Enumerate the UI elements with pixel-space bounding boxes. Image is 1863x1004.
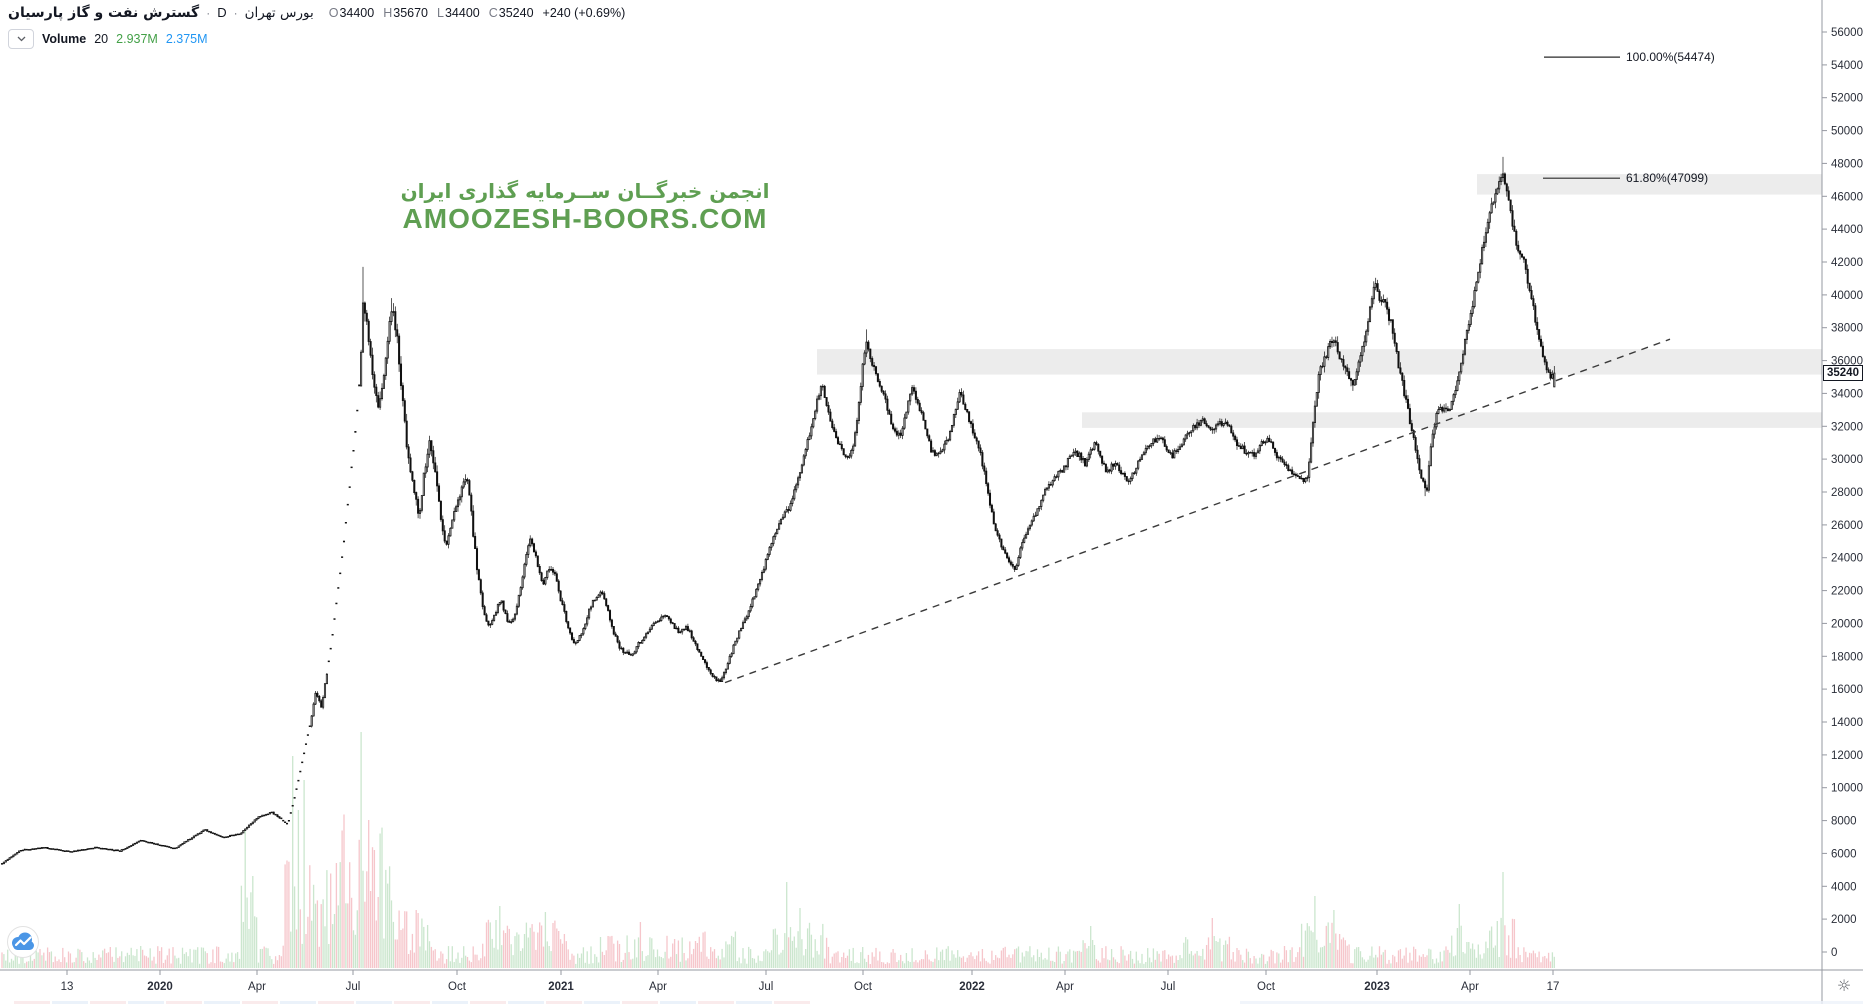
trendline-drawing[interactable] (724, 338, 1671, 684)
volume-legend-row[interactable]: Volume 20 2.937M 2.375M (8, 29, 625, 49)
low-value: 34400 (444, 6, 480, 20)
svg-text:Oct: Oct (854, 981, 873, 993)
svg-text:40000: 40000 (1831, 290, 1863, 302)
svg-text:2023: 2023 (1364, 981, 1390, 993)
volume-bars (1, 732, 1555, 968)
volume-current-value: 2.937M (116, 32, 158, 46)
high-value: 35670 (393, 6, 429, 20)
volume-ma-value: 2.375M (165, 32, 208, 46)
last-price-label: 35240 (1823, 365, 1863, 381)
svg-text:8000: 8000 (1831, 816, 1857, 828)
svg-text:54000: 54000 (1831, 60, 1863, 72)
svg-text:50000: 50000 (1831, 126, 1863, 138)
ohlc-readout: O 34400 H 35670 L 34400 C 35240 +240 (+0.69%… (329, 5, 626, 21)
symbol-name[interactable]: گسترش نفت و گاز پارسیان (8, 5, 200, 21)
svg-text:Apr: Apr (1461, 981, 1479, 993)
svg-text:2020: 2020 (147, 981, 173, 993)
separator: · (233, 6, 238, 20)
axis-settings-icon[interactable]: ☼ (1836, 976, 1852, 995)
svg-text:2022: 2022 (959, 981, 985, 993)
open-label: O (328, 6, 339, 20)
svg-text:2021: 2021 (548, 981, 574, 993)
svg-text:6000: 6000 (1831, 848, 1857, 860)
svg-text:38000: 38000 (1831, 323, 1863, 335)
svg-text:44000: 44000 (1831, 224, 1863, 236)
svg-text:18000: 18000 (1831, 651, 1863, 663)
svg-text:56000: 56000 (1831, 27, 1863, 39)
cloud-chart-icon (12, 932, 34, 950)
bottom-strip (0, 1001, 1863, 1004)
low-label: L (437, 6, 444, 20)
svg-text:13: 13 (61, 981, 74, 993)
svg-text:28000: 28000 (1831, 487, 1863, 499)
open-value: 34400 (339, 6, 375, 20)
timeframe-label[interactable]: D (217, 5, 227, 20)
svg-text:34000: 34000 (1831, 388, 1863, 400)
svg-text:61.80%(47099): 61.80%(47099) (1626, 171, 1708, 185)
svg-text:42000: 42000 (1831, 257, 1863, 269)
svg-text:Jul: Jul (759, 981, 774, 993)
close-value: 35240 (498, 6, 534, 20)
svg-text:Apr: Apr (1056, 981, 1074, 993)
svg-text:46000: 46000 (1831, 191, 1863, 203)
svg-text:14000: 14000 (1831, 717, 1863, 729)
symbol-legend-row[interactable]: گسترش نفت و گاز پارسیان · D · بورس تهران… (8, 5, 625, 21)
high-label: H (383, 6, 393, 20)
svg-text:48000: 48000 (1831, 158, 1863, 170)
svg-text:Jul: Jul (346, 981, 361, 993)
separator: · (206, 6, 211, 20)
svg-text:2000: 2000 (1831, 914, 1857, 926)
svg-text:4000: 4000 (1831, 881, 1857, 893)
fib-retracement-drawing[interactable]: 100.00%(54474) 61.80%(47099) (1543, 50, 1715, 185)
chevron-down-icon (17, 36, 25, 42)
support-resistance-zones[interactable] (817, 174, 1822, 428)
svg-text:52000: 52000 (1831, 93, 1863, 105)
svg-text:12000: 12000 (1831, 750, 1863, 762)
svg-text:Oct: Oct (1257, 981, 1276, 993)
svg-text:24000: 24000 (1831, 553, 1863, 565)
svg-text:36000: 36000 (1831, 356, 1863, 368)
legend-panel: گسترش نفت و گاز پارسیان · D · بورس تهران… (8, 5, 625, 49)
indicator-collapse-button[interactable] (8, 29, 34, 49)
svg-text:10000: 10000 (1831, 783, 1863, 795)
svg-text:30000: 30000 (1831, 454, 1863, 466)
svg-text:20000: 20000 (1831, 618, 1863, 630)
svg-text:17: 17 (1547, 981, 1560, 993)
watermark-line-fa: انجمن خبرگــان ســرمایه گذاری ایران (400, 179, 770, 203)
svg-text:22000: 22000 (1831, 586, 1863, 598)
watermark: انجمن خبرگــان ســرمایه گذاری ایران AMOO… (393, 178, 777, 234)
svg-text:100.00%(54474): 100.00%(54474) (1626, 50, 1715, 64)
svg-text:Jul: Jul (1161, 981, 1176, 993)
change-value: +240 (+0.69%) (542, 6, 626, 20)
close-label: C (488, 6, 498, 20)
svg-text:Oct: Oct (448, 981, 467, 993)
svg-text:16000: 16000 (1831, 684, 1863, 696)
svg-text:Apr: Apr (649, 981, 667, 993)
svg-text:32000: 32000 (1831, 421, 1863, 433)
candlesticks (0, 156, 1556, 865)
svg-text:0: 0 (1831, 947, 1837, 959)
broker-logo[interactable] (5, 924, 41, 965)
svg-text:Apr: Apr (248, 981, 266, 993)
watermark-line-en: AMOOZESH-BOORS.COM (402, 203, 768, 234)
volume-indicator-label: Volume (42, 32, 87, 46)
volume-ma-period: 20 (94, 32, 109, 46)
svg-text:26000: 26000 (1831, 520, 1863, 532)
exchange-name: بورس تهران (244, 5, 314, 21)
